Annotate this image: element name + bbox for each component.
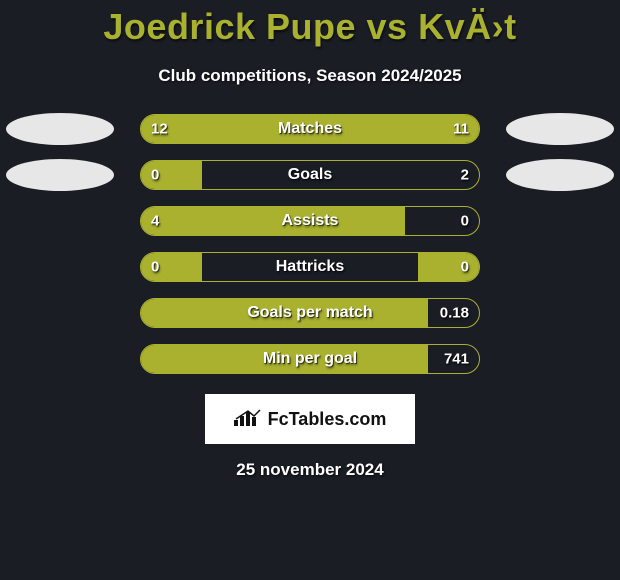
comparison-rows: Matches1211 Goals02 Assists40 Hattricks00 Go… [0, 114, 620, 374]
player2-avatar [506, 159, 614, 191]
bar-track: Goals per match0.18 [140, 298, 480, 328]
bar-fill-left [141, 253, 202, 281]
bar-value-right: 2 [461, 167, 469, 184]
bar-fill-left [141, 115, 317, 143]
comparison-row: Matches1211 [0, 114, 620, 144]
bar-fill-left [141, 207, 405, 235]
comparison-row: Min per goal741 [0, 344, 620, 374]
player2-avatar [506, 113, 614, 145]
player1-avatar [6, 159, 114, 191]
comparison-row: Goals per match0.18 [0, 298, 620, 328]
bar-track: Assists40 [140, 206, 480, 236]
title-player2: KvÄ›t [418, 6, 517, 47]
bar-value-right: 0 [461, 213, 469, 230]
bar-track: Matches1211 [140, 114, 480, 144]
bar-track: Hattricks00 [140, 252, 480, 282]
player1-avatar [6, 113, 114, 145]
bar-value-right: 0.18 [440, 305, 469, 322]
title-vs: vs [367, 6, 408, 47]
footer-date: 25 november 2024 [236, 460, 383, 480]
comparison-row: Hattricks00 [0, 252, 620, 282]
footer-badge: FcTables.com [205, 394, 415, 444]
bar-value-right: 741 [444, 351, 469, 368]
subtitle: Club competitions, Season 2024/2025 [158, 66, 461, 86]
page-title: Joedrick Pupe vs KvÄ›t [103, 6, 516, 48]
bar-track: Min per goal741 [140, 344, 480, 374]
comparison-row: Goals02 [0, 160, 620, 190]
bar-fill-left [141, 299, 428, 327]
comparison-row: Assists40 [0, 206, 620, 236]
bar-fill-right [317, 115, 479, 143]
title-player1: Joedrick Pupe [103, 6, 356, 47]
bar-fill-right [418, 253, 479, 281]
footer-brand-text: FcTables.com [268, 409, 387, 430]
bar-fill-left [141, 345, 428, 373]
bar-fill-left [141, 161, 202, 189]
chart-icon [234, 408, 262, 431]
bar-track: Goals02 [140, 160, 480, 190]
